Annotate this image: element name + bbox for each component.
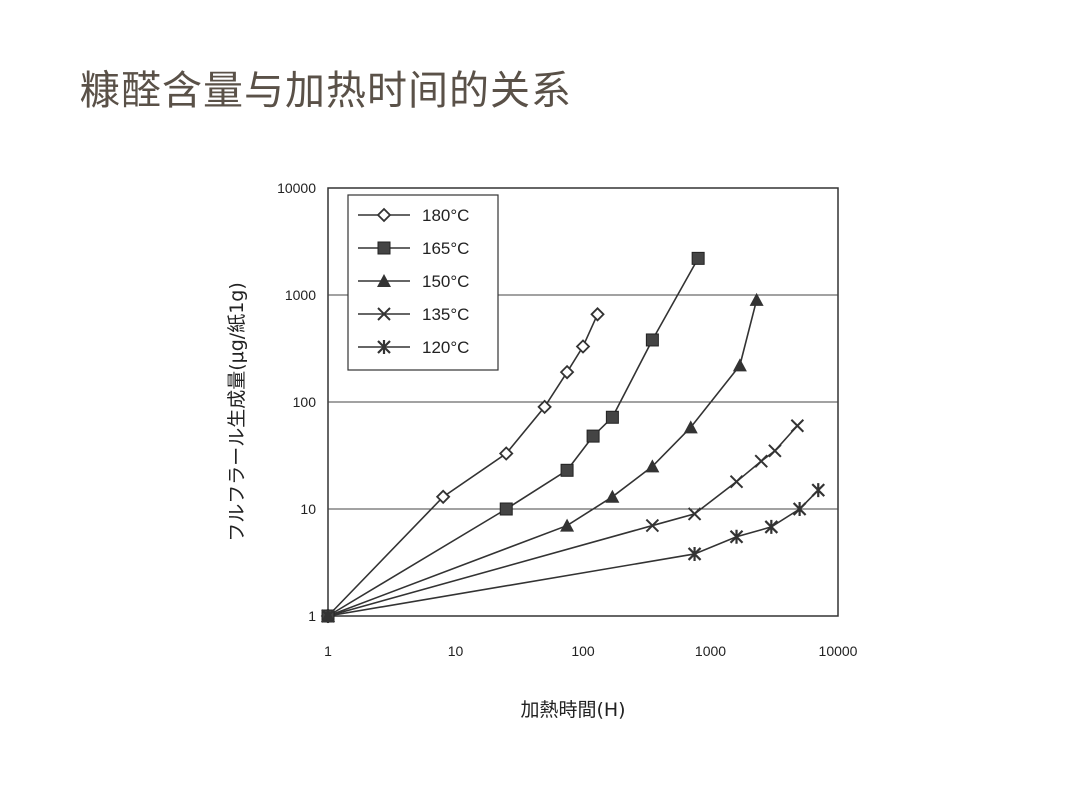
data-point: [560, 463, 574, 477]
data-point: [749, 292, 764, 306]
legend-marker: [377, 274, 391, 287]
legend-box: [347, 194, 499, 371]
legend-marker: [377, 340, 391, 354]
data-point: [645, 459, 660, 473]
y-tick-label: 10: [300, 501, 316, 517]
legend-label: 150°C: [422, 272, 469, 291]
data-point: [764, 519, 779, 534]
data-point: [790, 419, 805, 433]
data-point: [537, 399, 552, 415]
data-point: [729, 474, 744, 489]
data-point: [687, 507, 702, 521]
data-point: [605, 410, 619, 424]
y-tick-labels: 1 10 100 1000 10000: [277, 180, 316, 624]
series-markers: [320, 251, 826, 624]
data-point: [687, 546, 702, 561]
data-point: [321, 609, 335, 623]
y-tick-label: 1: [308, 608, 316, 624]
data-point: [590, 307, 605, 322]
y-tick-label: 10000: [277, 180, 316, 196]
data-point: [499, 502, 513, 516]
x-tick-labels: 1 10 100 1000 10000: [324, 643, 858, 659]
data-point: [754, 454, 768, 468]
data-point: [575, 339, 591, 354]
data-point: [605, 489, 620, 503]
x-tick-label: 1: [324, 643, 332, 659]
x-tick-label: 10: [448, 643, 464, 659]
y-tick-label: 1000: [285, 287, 316, 303]
legend-label: 165°C: [422, 239, 469, 258]
data-point: [560, 518, 575, 532]
data-point: [732, 358, 747, 372]
legend-marker: [377, 241, 391, 255]
x-tick-label: 100: [571, 643, 595, 659]
data-point: [586, 429, 600, 443]
legend-label: 135°C: [422, 305, 469, 324]
data-point: [811, 483, 826, 498]
data-point: [645, 518, 660, 533]
legend-label: 120°C: [422, 338, 469, 357]
x-tick-label: 10000: [819, 643, 858, 659]
legend-label: 180°C: [422, 206, 469, 225]
x-axis-label: 加熱時間(H): [520, 699, 625, 721]
legend: 180°C 165°C 150°C 135°C 120°C: [347, 194, 499, 371]
data-point: [729, 529, 744, 544]
data-point: [498, 446, 514, 461]
data-point: [435, 489, 451, 505]
x-tick-label: 1000: [695, 643, 726, 659]
legend-marker: [376, 207, 392, 223]
data-point: [683, 420, 698, 434]
page-title: 糠醛含量与加热时间的关系: [80, 68, 572, 114]
data-point: [559, 364, 575, 380]
data-point: [792, 502, 807, 516]
y-tick-label: 100: [293, 394, 317, 410]
series-line: [327, 425, 798, 617]
data-point: [691, 251, 705, 265]
legend-marker: [377, 307, 391, 321]
data-point: [768, 444, 782, 458]
y-axis-label: フルフラール生成量(μg/紙1g): [226, 282, 248, 542]
data-point: [645, 333, 659, 347]
